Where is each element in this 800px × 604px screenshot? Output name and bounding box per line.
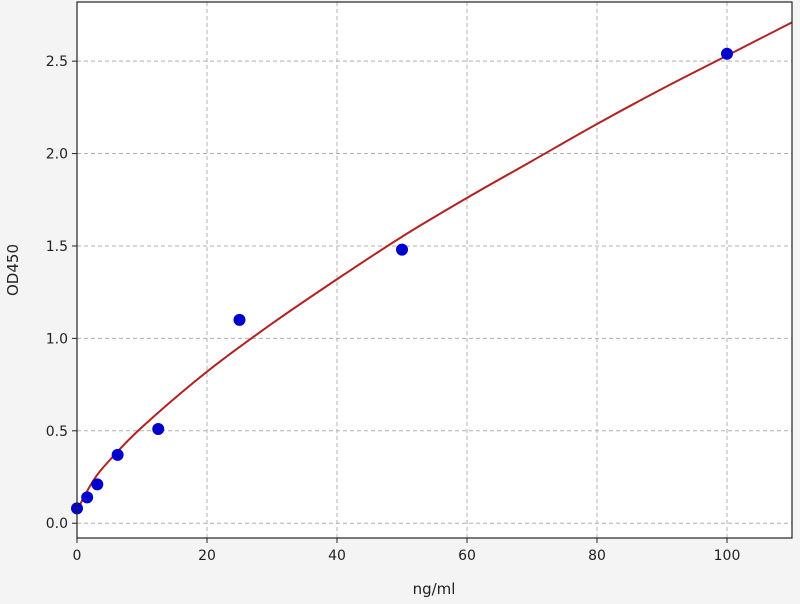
grid: [76, 2, 792, 538]
y-tick-label: 1.5: [46, 239, 68, 255]
data-point: [721, 47, 733, 60]
x-tick-label: 40: [328, 548, 346, 564]
data-point: [91, 478, 104, 491]
data-point: [396, 243, 408, 256]
x-tick-label: 20: [198, 548, 216, 564]
ticks: 0 20 40 60 80 100 0.0 0.5 1.0 1.5 2.0 2.5: [46, 54, 741, 564]
x-tick-label: 0: [73, 548, 82, 564]
y-tick-label: 2.0: [46, 147, 68, 163]
y-tick-label: 1.0: [46, 331, 68, 347]
data-point: [233, 313, 246, 326]
plot-area: [77, 2, 792, 538]
data-point: [111, 448, 124, 461]
data-point: [81, 491, 94, 504]
y-tick-label: 0.5: [46, 424, 68, 440]
data-point: [152, 422, 165, 435]
x-tick-label: 100: [714, 548, 741, 564]
plot-frame: [76, 1, 793, 539]
x-axis-label: ng/ml: [413, 580, 456, 598]
y-tick-label: 2.5: [46, 54, 68, 70]
y-axis-label: OD450: [4, 244, 22, 296]
y-tick-label: 0.0: [46, 516, 68, 532]
x-tick-label: 60: [458, 548, 476, 564]
data-points: [71, 47, 733, 515]
x-tick-label: 80: [588, 548, 606, 564]
